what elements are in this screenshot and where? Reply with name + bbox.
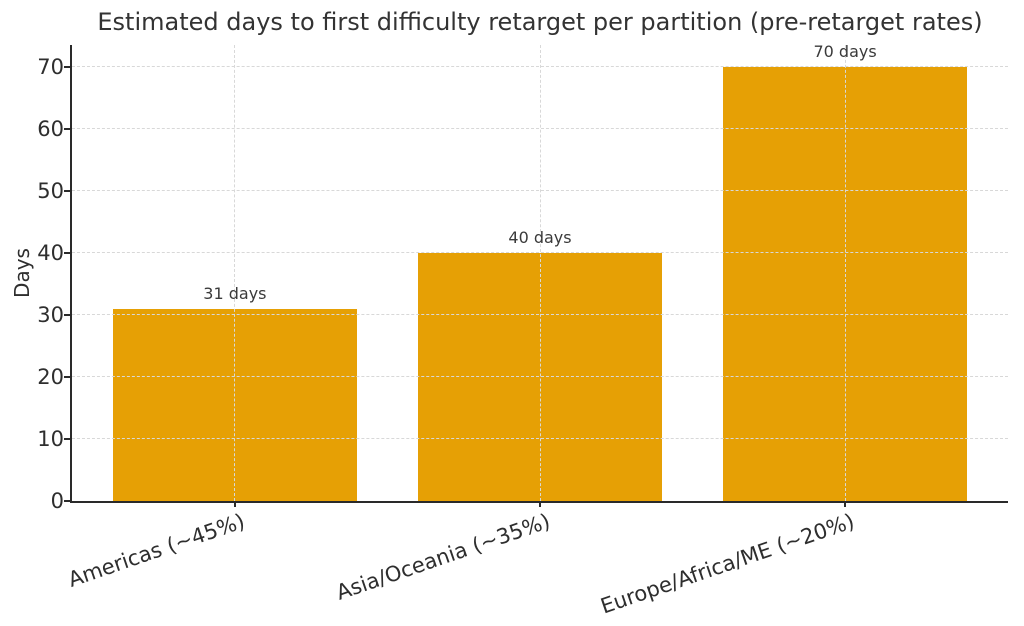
horizontal-gridline <box>72 190 1008 192</box>
x-tick-label: Europe/Africa/ME (~20%) <box>597 509 858 619</box>
y-tick-mark <box>64 375 70 378</box>
y-tick-mark <box>64 313 70 316</box>
y-tick-mark <box>64 251 70 254</box>
x-tick-mark <box>233 501 236 507</box>
horizontal-gridline <box>72 128 1008 130</box>
bar-value-label: 40 days <box>508 227 572 247</box>
y-tick-mark <box>64 65 70 68</box>
plot-area: 31 days Americas (~45%) 40 days Asia/Oceani… <box>37 42 1008 618</box>
bar-value-label: 31 days <box>203 283 267 303</box>
y-axis-spine <box>70 45 72 501</box>
chart-title: Estimated days to first difficulty retar… <box>97 8 983 36</box>
y-tick-label: 10 <box>37 426 64 451</box>
y-tick-label: 30 <box>37 302 64 327</box>
horizontal-gridline <box>72 376 1008 378</box>
y-tick-label: 70 <box>37 54 64 79</box>
horizontal-gridline <box>72 438 1008 440</box>
y-tick-mark <box>64 127 70 130</box>
horizontal-gridline <box>72 314 1008 316</box>
vertical-gridline <box>844 45 846 501</box>
y-tick-label: 60 <box>37 116 64 141</box>
y-tick-mark <box>64 189 70 192</box>
x-tick-label: Americas (~45%) <box>65 509 248 592</box>
x-tick-label: Asia/Oceania (~35%) <box>332 509 553 605</box>
horizontal-gridline <box>72 252 1008 254</box>
vertical-gridline <box>539 45 541 501</box>
y-tick-label: 50 <box>37 178 64 203</box>
y-tick-mark <box>64 500 70 502</box>
x-tick-mark <box>844 501 847 507</box>
x-axis-spine <box>70 501 1008 503</box>
y-tick-label: 20 <box>37 364 64 389</box>
x-tick-mark <box>539 501 541 507</box>
y-tick-label: 0 <box>50 489 64 513</box>
bar-value-label: 70 days <box>813 41 877 61</box>
horizontal-gridline <box>72 66 1008 68</box>
y-tick-label: 40 <box>37 240 64 265</box>
y-tick-mark <box>64 437 70 440</box>
vertical-gridline <box>234 45 236 501</box>
